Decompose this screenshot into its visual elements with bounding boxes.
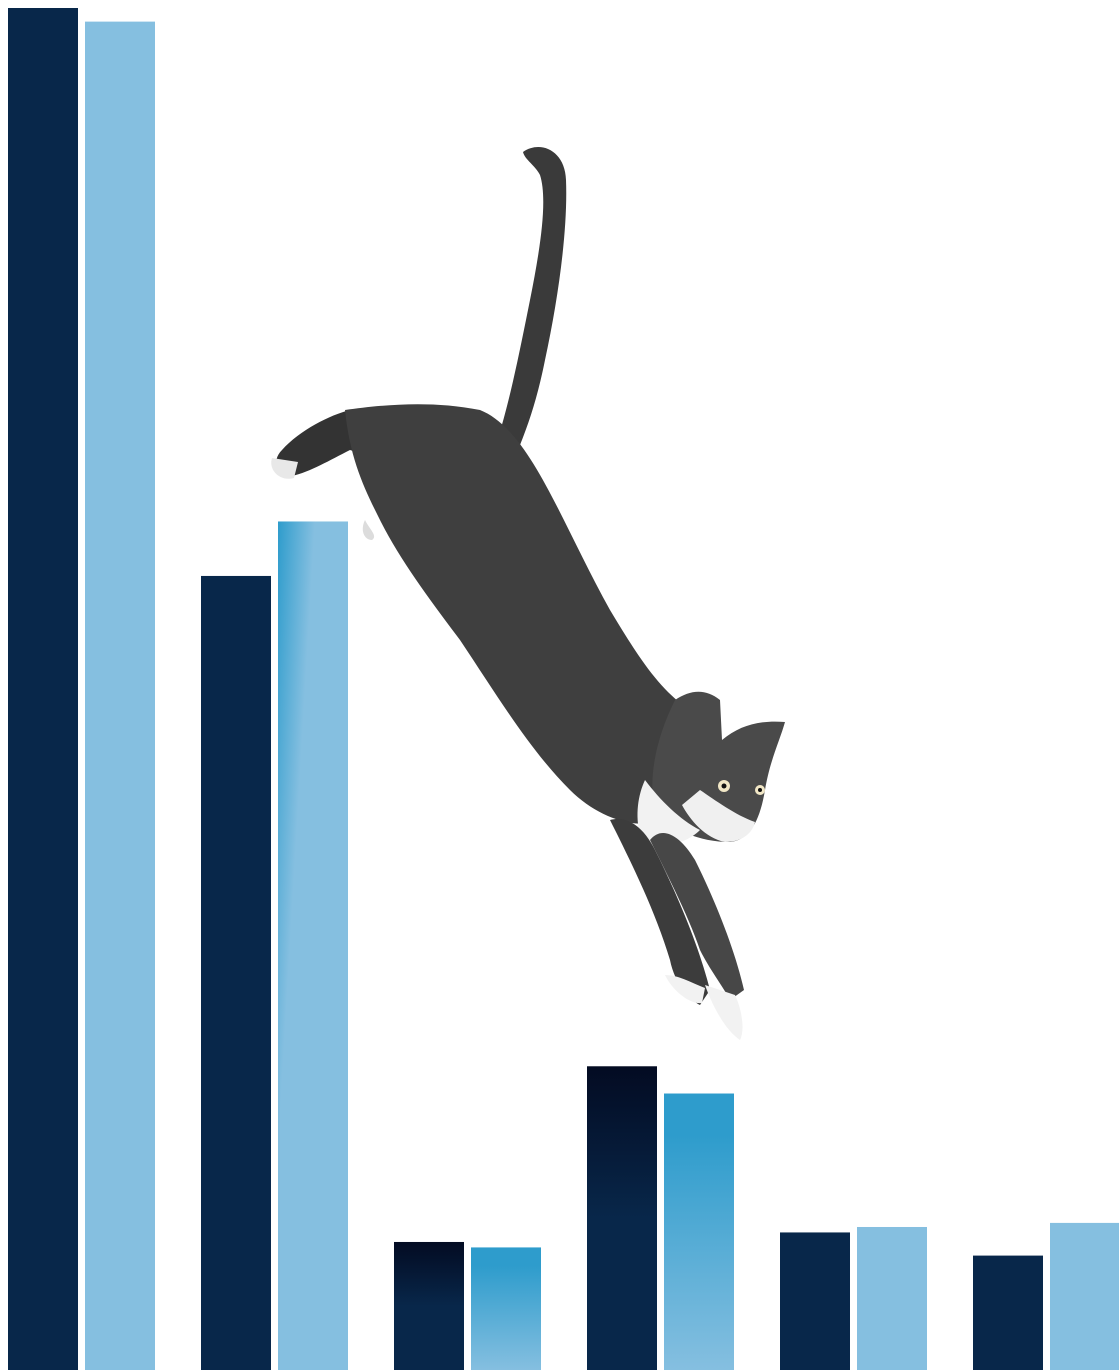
bar-series1-group5 <box>780 1232 850 1370</box>
bar-series2-group4 <box>664 1093 734 1370</box>
bar-series1-group3 <box>394 1241 464 1370</box>
bar-series1-group1 <box>8 8 78 1370</box>
bar-series2-group1 <box>85 21 155 1370</box>
bar-series2-group5 <box>857 1226 927 1370</box>
bars-group <box>8 8 1119 1370</box>
bar-series2-group3 <box>471 1247 541 1370</box>
bar-series1-group2 <box>201 575 271 1370</box>
bar-series2-group2 <box>278 521 348 1370</box>
bar-series1-group6 <box>973 1255 1043 1370</box>
bar-series1-group4 <box>587 1066 657 1370</box>
bar-series2-group6 <box>1050 1222 1119 1370</box>
